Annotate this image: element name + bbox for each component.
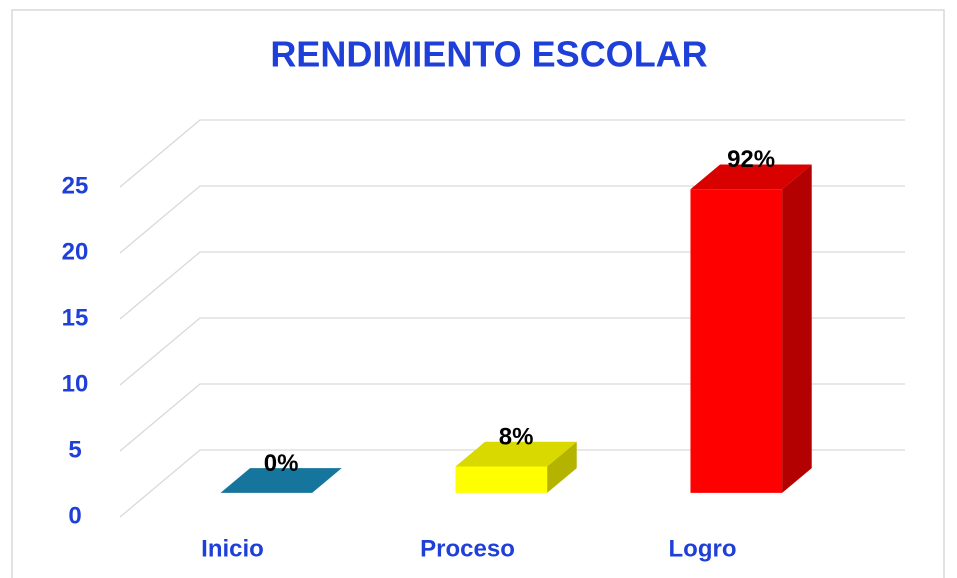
y-tick-label: 5 [68,436,81,463]
bar-front [455,466,548,493]
bar-side [547,441,577,493]
x-tick-label: Inicio [201,535,264,562]
grid-line [119,449,905,518]
bar [220,468,342,493]
bar-side [782,164,812,493]
data-label: 8% [499,423,534,450]
y-tick-label: 25 [62,172,89,199]
grid-line [119,185,905,254]
y-tick-label: 0 [68,502,81,529]
chart-title: RENDIMIENTO ESCOLAR [270,34,707,75]
y-tick-label: 15 [62,304,89,331]
bar [690,164,812,493]
bar-front [690,189,783,493]
grid-line [119,317,905,386]
bar-top [455,441,577,467]
grid-line [119,119,905,188]
data-label: 92% [727,146,775,173]
grid-line [119,251,905,320]
bar [455,441,577,493]
bar-top [220,468,342,493]
x-tick-label: Logro [669,535,737,562]
data-label: 0% [264,450,299,477]
bar-top [690,164,812,190]
y-tick-label: 20 [62,238,89,265]
y-tick-label: 10 [62,370,89,397]
grid-line [119,383,905,452]
x-tick-label: Proceso [420,535,515,562]
